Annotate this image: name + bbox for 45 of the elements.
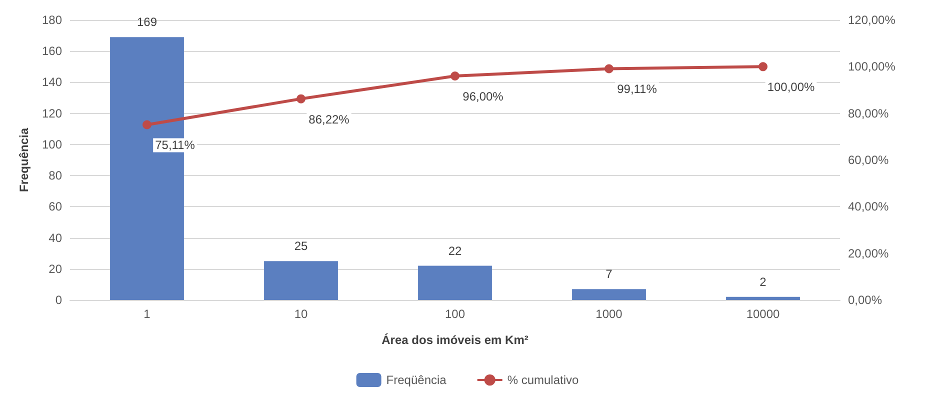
point: [296, 94, 306, 104]
y2-tick-label: 100,00%: [848, 60, 896, 74]
y-tick-label: 20: [48, 262, 62, 276]
x-tick-label: 10: [294, 307, 308, 321]
legend-label: % cumulativo: [507, 373, 580, 387]
x-tick-label: 1: [144, 307, 151, 321]
y-tick-label: 180: [42, 13, 62, 27]
y2-tick-label: 40,00%: [848, 200, 890, 214]
x-tick-label: 10000: [746, 307, 780, 321]
y-tick-label: 40: [48, 230, 62, 245]
y2-tick-label: 120,00%: [848, 13, 896, 27]
y2-tick-label: 60,00%: [848, 153, 890, 167]
data-label: 169: [136, 15, 158, 30]
y-tick-label: 0: [55, 293, 62, 307]
y-tick-label: 120: [42, 106, 62, 120]
y2-tick-label: 80,00%: [848, 106, 890, 120]
point: [142, 120, 152, 130]
data-label: 75,11%: [155, 138, 196, 152]
bar: [264, 261, 338, 300]
bar: [418, 266, 492, 300]
data-label: 99,11%: [617, 82, 658, 96]
y-tick-label: 60: [48, 200, 62, 214]
data-label: 96,00%: [462, 90, 504, 104]
data-label: 100,00%: [767, 80, 816, 94]
x-tick-label: 100: [444, 307, 466, 321]
data-label: 25: [294, 239, 308, 254]
point: [604, 64, 614, 74]
data-label: 7: [606, 267, 613, 282]
y2-tick-label: 20,00%: [848, 246, 890, 260]
y-tick-label: 80: [48, 168, 62, 183]
y-tick-label: 140: [42, 75, 62, 90]
x-tick-label: 1000: [596, 307, 623, 321]
point: [758, 62, 768, 72]
data-label: 2: [760, 274, 767, 289]
y-axis-title: Frequência: [17, 128, 31, 192]
bar: [572, 289, 646, 300]
legend-label: Freqüência: [386, 373, 447, 387]
y2-tick-label: 0,00%: [848, 293, 882, 307]
bar: [726, 296, 800, 300]
data-label: 22: [448, 244, 462, 258]
point: [450, 72, 460, 80]
y-tick-label: 160: [42, 44, 62, 58]
x-axis-title: Área dos imóveis em Km²: [382, 333, 528, 347]
data-label: 86,22%: [308, 112, 350, 126]
y-tick-label: 100: [42, 137, 62, 152]
